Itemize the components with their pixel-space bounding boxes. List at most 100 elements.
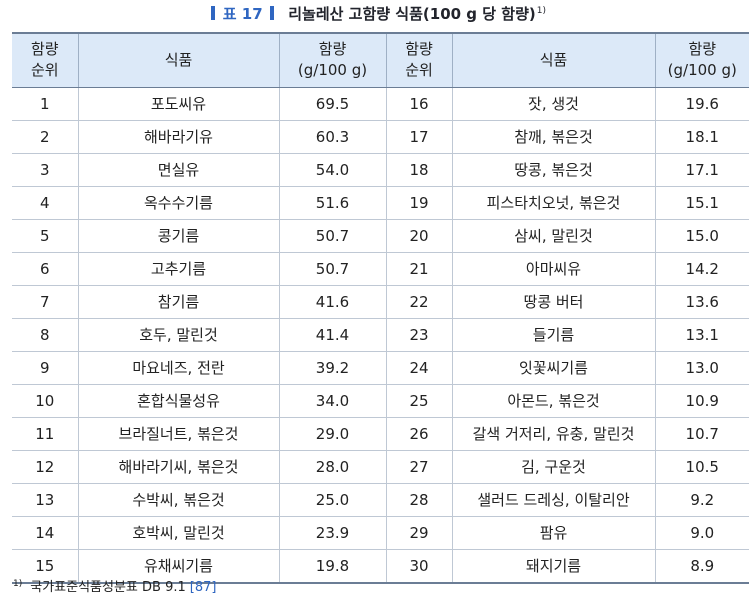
left-food-cell: 호박씨, 말린것 bbox=[77, 516, 279, 550]
right-food-cell: 갈색 거저리, 유충, 말린것 bbox=[451, 417, 655, 451]
left-amount-cell: 50.7 bbox=[278, 252, 386, 286]
left-rank-cell: 13 bbox=[12, 483, 78, 517]
left-food-cell: 혼합식물성유 bbox=[77, 384, 279, 418]
left-rank-cell: 3 bbox=[12, 153, 78, 187]
right-rank-cell: 25 bbox=[385, 384, 452, 418]
footnote-reference: [87] bbox=[189, 580, 217, 595]
footnote: 1) 국가표준식품성분표 DB 9.1 [87] bbox=[13, 576, 216, 595]
right-food-cell: 잇꽃씨기름 bbox=[451, 351, 655, 385]
table-row: 8 호두, 말린것 41.4 23 들기름 13.1 bbox=[12, 318, 749, 352]
left-amount-cell: 54.0 bbox=[278, 153, 386, 187]
left-rank-cell: 1 bbox=[12, 87, 78, 121]
right-rank-cell: 26 bbox=[385, 417, 452, 451]
caption-title: 리놀레산 고함량 식품(100 g 당 함량)1) bbox=[288, 5, 546, 23]
footnote-mark: 1) bbox=[13, 579, 23, 589]
table-row: 11 브라질너트, 볶은것 29.0 26 갈색 거저리, 유충, 말린것 10.7 bbox=[12, 417, 749, 451]
right-amount-cell: 15.1 bbox=[654, 186, 749, 220]
left-food-cell: 해바라기유 bbox=[77, 120, 279, 154]
caption-bar-left bbox=[211, 6, 215, 20]
right-amount-cell: 18.1 bbox=[654, 120, 749, 154]
header-amount-right: 함량 (g/100 g) bbox=[654, 32, 749, 88]
left-rank-cell: 7 bbox=[12, 285, 78, 319]
left-food-cell: 유채씨기름 bbox=[77, 549, 279, 584]
left-rank-cell: 12 bbox=[12, 450, 78, 484]
right-rank-cell: 19 bbox=[385, 186, 452, 220]
left-food-cell: 면실유 bbox=[77, 153, 279, 187]
header-food-right: 식품 bbox=[451, 32, 655, 88]
right-amount-cell: 14.2 bbox=[654, 252, 749, 286]
right-amount-cell: 13.0 bbox=[654, 351, 749, 385]
left-rank-cell: 11 bbox=[12, 417, 78, 451]
caption-bar-right bbox=[270, 6, 275, 20]
left-food-cell: 포도씨유 bbox=[77, 87, 279, 121]
table-row: 10 혼합식물성유 34.0 25 아몬드, 볶은것 10.9 bbox=[12, 384, 749, 418]
right-food-cell: 팜유 bbox=[451, 516, 655, 550]
table-caption: 표 17 리놀레산 고함량 식품(100 g 당 함량)1) bbox=[0, 0, 754, 26]
table-row: 1 포도씨유 69.5 16 잣, 생것 19.6 bbox=[12, 87, 749, 121]
left-food-cell: 브라질너트, 볶은것 bbox=[77, 417, 279, 451]
left-amount-cell: 39.2 bbox=[278, 351, 386, 385]
table-row: 4 옥수수기름 51.6 19 피스타치오넛, 볶은것 15.1 bbox=[12, 186, 749, 220]
table-row: 14 호박씨, 말린것 23.9 29 팜유 9.0 bbox=[12, 516, 749, 550]
right-rank-cell: 16 bbox=[385, 87, 452, 121]
header-row: 함량 순위 식품 함량 (g/100 g) 함량 순위 식품 함량 (g/100 g) bbox=[12, 32, 749, 88]
left-amount-cell: 51.6 bbox=[278, 186, 386, 220]
right-food-cell: 땅콩, 볶은것 bbox=[451, 153, 655, 187]
table-row: 2 해바라기유 60.3 17 참깨, 볶은것 18.1 bbox=[12, 120, 749, 154]
caption-label: 표 17 bbox=[222, 5, 263, 23]
left-amount-cell: 41.6 bbox=[278, 285, 386, 319]
right-rank-cell: 30 bbox=[385, 549, 452, 584]
right-food-cell: 들기름 bbox=[451, 318, 655, 352]
right-amount-cell: 8.9 bbox=[654, 549, 749, 584]
right-rank-cell: 27 bbox=[385, 450, 452, 484]
left-amount-cell: 25.0 bbox=[278, 483, 386, 517]
table-row: 15 유채씨기름 19.8 30 돼지기름 8.9 bbox=[12, 549, 749, 584]
right-amount-cell: 9.2 bbox=[654, 483, 749, 517]
right-food-cell: 샐러드 드레싱, 이탈리안 bbox=[451, 483, 655, 517]
linoleic-acid-table: 함량 순위 식품 함량 (g/100 g) 함량 순위 식품 함량 (g/100 g) … bbox=[12, 32, 749, 584]
left-rank-cell: 4 bbox=[12, 186, 78, 220]
right-amount-cell: 13.1 bbox=[654, 318, 749, 352]
right-food-cell: 돼지기름 bbox=[451, 549, 655, 584]
right-rank-cell: 22 bbox=[385, 285, 452, 319]
left-food-cell: 고추기름 bbox=[77, 252, 279, 286]
right-food-cell: 아몬드, 볶은것 bbox=[451, 384, 655, 418]
left-food-cell: 호두, 말린것 bbox=[77, 318, 279, 352]
header-food-left: 식품 bbox=[77, 32, 279, 88]
right-amount-cell: 10.5 bbox=[654, 450, 749, 484]
right-amount-cell: 13.6 bbox=[654, 285, 749, 319]
header-amount-left: 함량 (g/100 g) bbox=[278, 32, 386, 88]
right-amount-cell: 19.6 bbox=[654, 87, 749, 121]
right-rank-cell: 21 bbox=[385, 252, 452, 286]
header-rank-left: 함량 순위 bbox=[12, 32, 78, 88]
left-rank-cell: 14 bbox=[12, 516, 78, 550]
right-amount-cell: 9.0 bbox=[654, 516, 749, 550]
left-amount-cell: 69.5 bbox=[278, 87, 386, 121]
table-body: 1 포도씨유 69.5 16 잣, 생것 19.6 2 해바라기유 60.3 17 참깨, 볶은것 1… bbox=[12, 87, 749, 584]
right-rank-cell: 24 bbox=[385, 351, 452, 385]
right-rank-cell: 28 bbox=[385, 483, 452, 517]
right-rank-cell: 29 bbox=[385, 516, 452, 550]
left-amount-cell: 34.0 bbox=[278, 384, 386, 418]
right-food-cell: 땅콩 버터 bbox=[451, 285, 655, 319]
right-food-cell: 아마씨유 bbox=[451, 252, 655, 286]
caption-title-text: 리놀레산 고함량 식품(100 g 당 함량) bbox=[288, 5, 536, 23]
table-row: 7 참기름 41.6 22 땅콩 버터 13.6 bbox=[12, 285, 749, 319]
right-food-cell: 김, 구운것 bbox=[451, 450, 655, 484]
right-rank-cell: 18 bbox=[385, 153, 452, 187]
right-amount-cell: 15.0 bbox=[654, 219, 749, 253]
left-food-cell: 해바라기씨, 볶은것 bbox=[77, 450, 279, 484]
right-food-cell: 참깨, 볶은것 bbox=[451, 120, 655, 154]
left-food-cell: 마요네즈, 전란 bbox=[77, 351, 279, 385]
table-row: 9 마요네즈, 전란 39.2 24 잇꽃씨기름 13.0 bbox=[12, 351, 749, 385]
right-rank-cell: 23 bbox=[385, 318, 452, 352]
left-rank-cell: 15 bbox=[12, 549, 78, 584]
left-food-cell: 참기름 bbox=[77, 285, 279, 319]
caption-superscript: 1) bbox=[536, 6, 546, 16]
right-rank-cell: 20 bbox=[385, 219, 452, 253]
header-rank-right: 함량 순위 bbox=[385, 32, 452, 88]
right-amount-cell: 10.9 bbox=[654, 384, 749, 418]
table-row: 6 고추기름 50.7 21 아마씨유 14.2 bbox=[12, 252, 749, 286]
left-rank-cell: 5 bbox=[12, 219, 78, 253]
left-rank-cell: 2 bbox=[12, 120, 78, 154]
